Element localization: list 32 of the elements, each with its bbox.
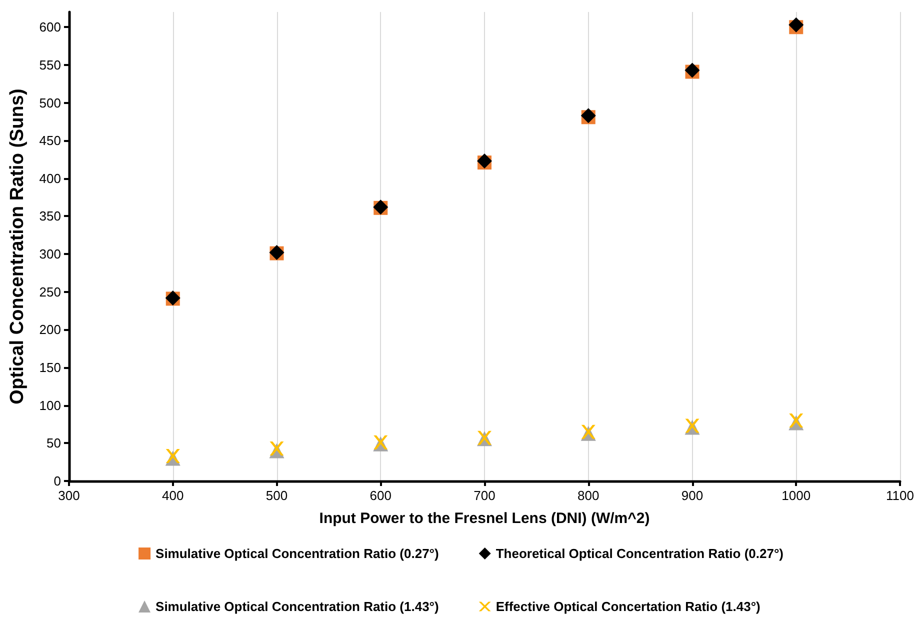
- y-tick-label: 600: [39, 20, 61, 35]
- legend-label: Effective Optical Concertation Ratio (1.43°): [496, 599, 760, 614]
- y-tick-label: 450: [39, 133, 61, 148]
- x-tick-label: 1100: [886, 488, 914, 503]
- y-tick-label: 350: [39, 208, 61, 224]
- y-tick-label: 200: [39, 322, 61, 338]
- point: [789, 413, 804, 428]
- x-tick-label: 700: [474, 488, 496, 503]
- x-tick-label: 900: [681, 488, 704, 503]
- y-tick-label: 150: [39, 360, 61, 376]
- point: [788, 17, 804, 32]
- y-tick-label: 500: [39, 95, 61, 110]
- y-tick-label: 300: [39, 246, 61, 262]
- x-tick-label: 400: [162, 488, 184, 503]
- x-tick-label: 800: [578, 488, 600, 503]
- y-axis-title: Optical Concentration Ratio (Suns): [7, 88, 28, 404]
- y-tick-label: 550: [39, 57, 61, 72]
- x-tick-label: 500: [266, 488, 288, 503]
- x-tick-label: 1000: [782, 488, 811, 503]
- legend-label: Simulative Optical Concentration Ratio (1.43°): [156, 599, 439, 614]
- y-tick-label: 50: [46, 436, 61, 451]
- y-tick-label: 0: [54, 474, 61, 488]
- point: [166, 449, 180, 464]
- y-tick-label: 100: [39, 398, 61, 413]
- y-tick-label: 250: [39, 284, 61, 300]
- x-tick-label: 300: [58, 488, 80, 503]
- x-axis-title: Input Power to the Fresnel Lens (DNI) (W/m^2): [319, 510, 650, 527]
- legend-label: Theoretical Optical Concentration Ratio (0.27°): [496, 546, 784, 561]
- legend-label: Simulative Optical Concentration Ratio (0.27°): [156, 546, 439, 561]
- y-tick-label: 400: [39, 170, 61, 186]
- x-tick-label: 600: [370, 488, 392, 503]
- point: [270, 441, 284, 456]
